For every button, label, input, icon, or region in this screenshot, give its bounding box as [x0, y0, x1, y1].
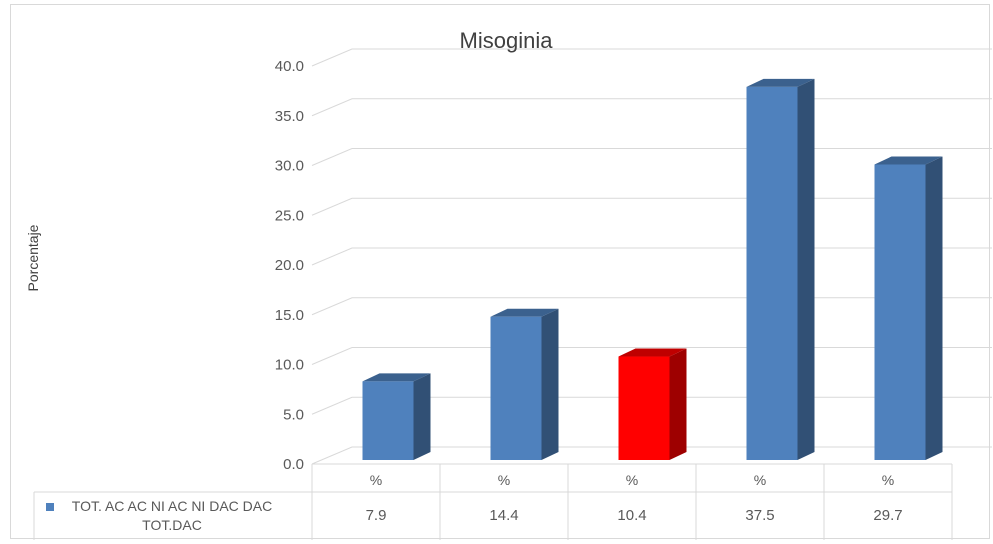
- category-label: %: [498, 472, 510, 488]
- y-tick-label: 0.0: [283, 456, 304, 473]
- data-table: %%%% % 7.9 14.4 10.4 37.5 29.7 TOT. AC AC NI AC…: [33, 463, 953, 540]
- data-value-label: 7.9: [366, 507, 387, 524]
- y-tick-label: 5.0: [283, 406, 304, 423]
- data-value-label: 29.7: [873, 507, 902, 524]
- gridline: [311, 98, 992, 117]
- legend-key: [46, 503, 54, 511]
- bar: [490, 308, 559, 460]
- y-tick-label: 10.0: [275, 357, 304, 374]
- data-value-label: 37.5: [745, 507, 774, 524]
- category-label: %: [754, 472, 766, 488]
- bar: [874, 156, 943, 461]
- category-label: %: [370, 472, 382, 488]
- y-tick-label: 35.0: [275, 108, 304, 125]
- category-label: %: [882, 472, 894, 488]
- gridline: [311, 48, 992, 67]
- chart-title: Misoginia: [460, 28, 554, 53]
- category-label: %: [626, 472, 638, 488]
- bars: [362, 78, 943, 461]
- data-value-label: 14.4: [489, 507, 518, 524]
- y-axis-ticks: 0.0 5.0 10.0 15.0 20.0 25.0 30.0 35.0 40.0: [275, 58, 304, 473]
- y-tick-label: 15.0: [275, 307, 304, 324]
- bar: [362, 373, 431, 460]
- y-tick-label: 40.0: [275, 58, 304, 75]
- y-tick-label: 25.0: [275, 207, 304, 224]
- chart-frame: [10, 4, 990, 539]
- bar: [746, 78, 815, 460]
- data-value-label: 10.4: [617, 507, 646, 524]
- legend-series-name: TOT. AC AC NI AC NI DAC DAC TOT.DAC: [72, 498, 272, 533]
- bar: [618, 348, 687, 460]
- y-tick-label: 20.0: [275, 257, 304, 274]
- y-tick-label: 30.0: [275, 158, 304, 175]
- y-axis-label: Porcentaje: [25, 224, 41, 291]
